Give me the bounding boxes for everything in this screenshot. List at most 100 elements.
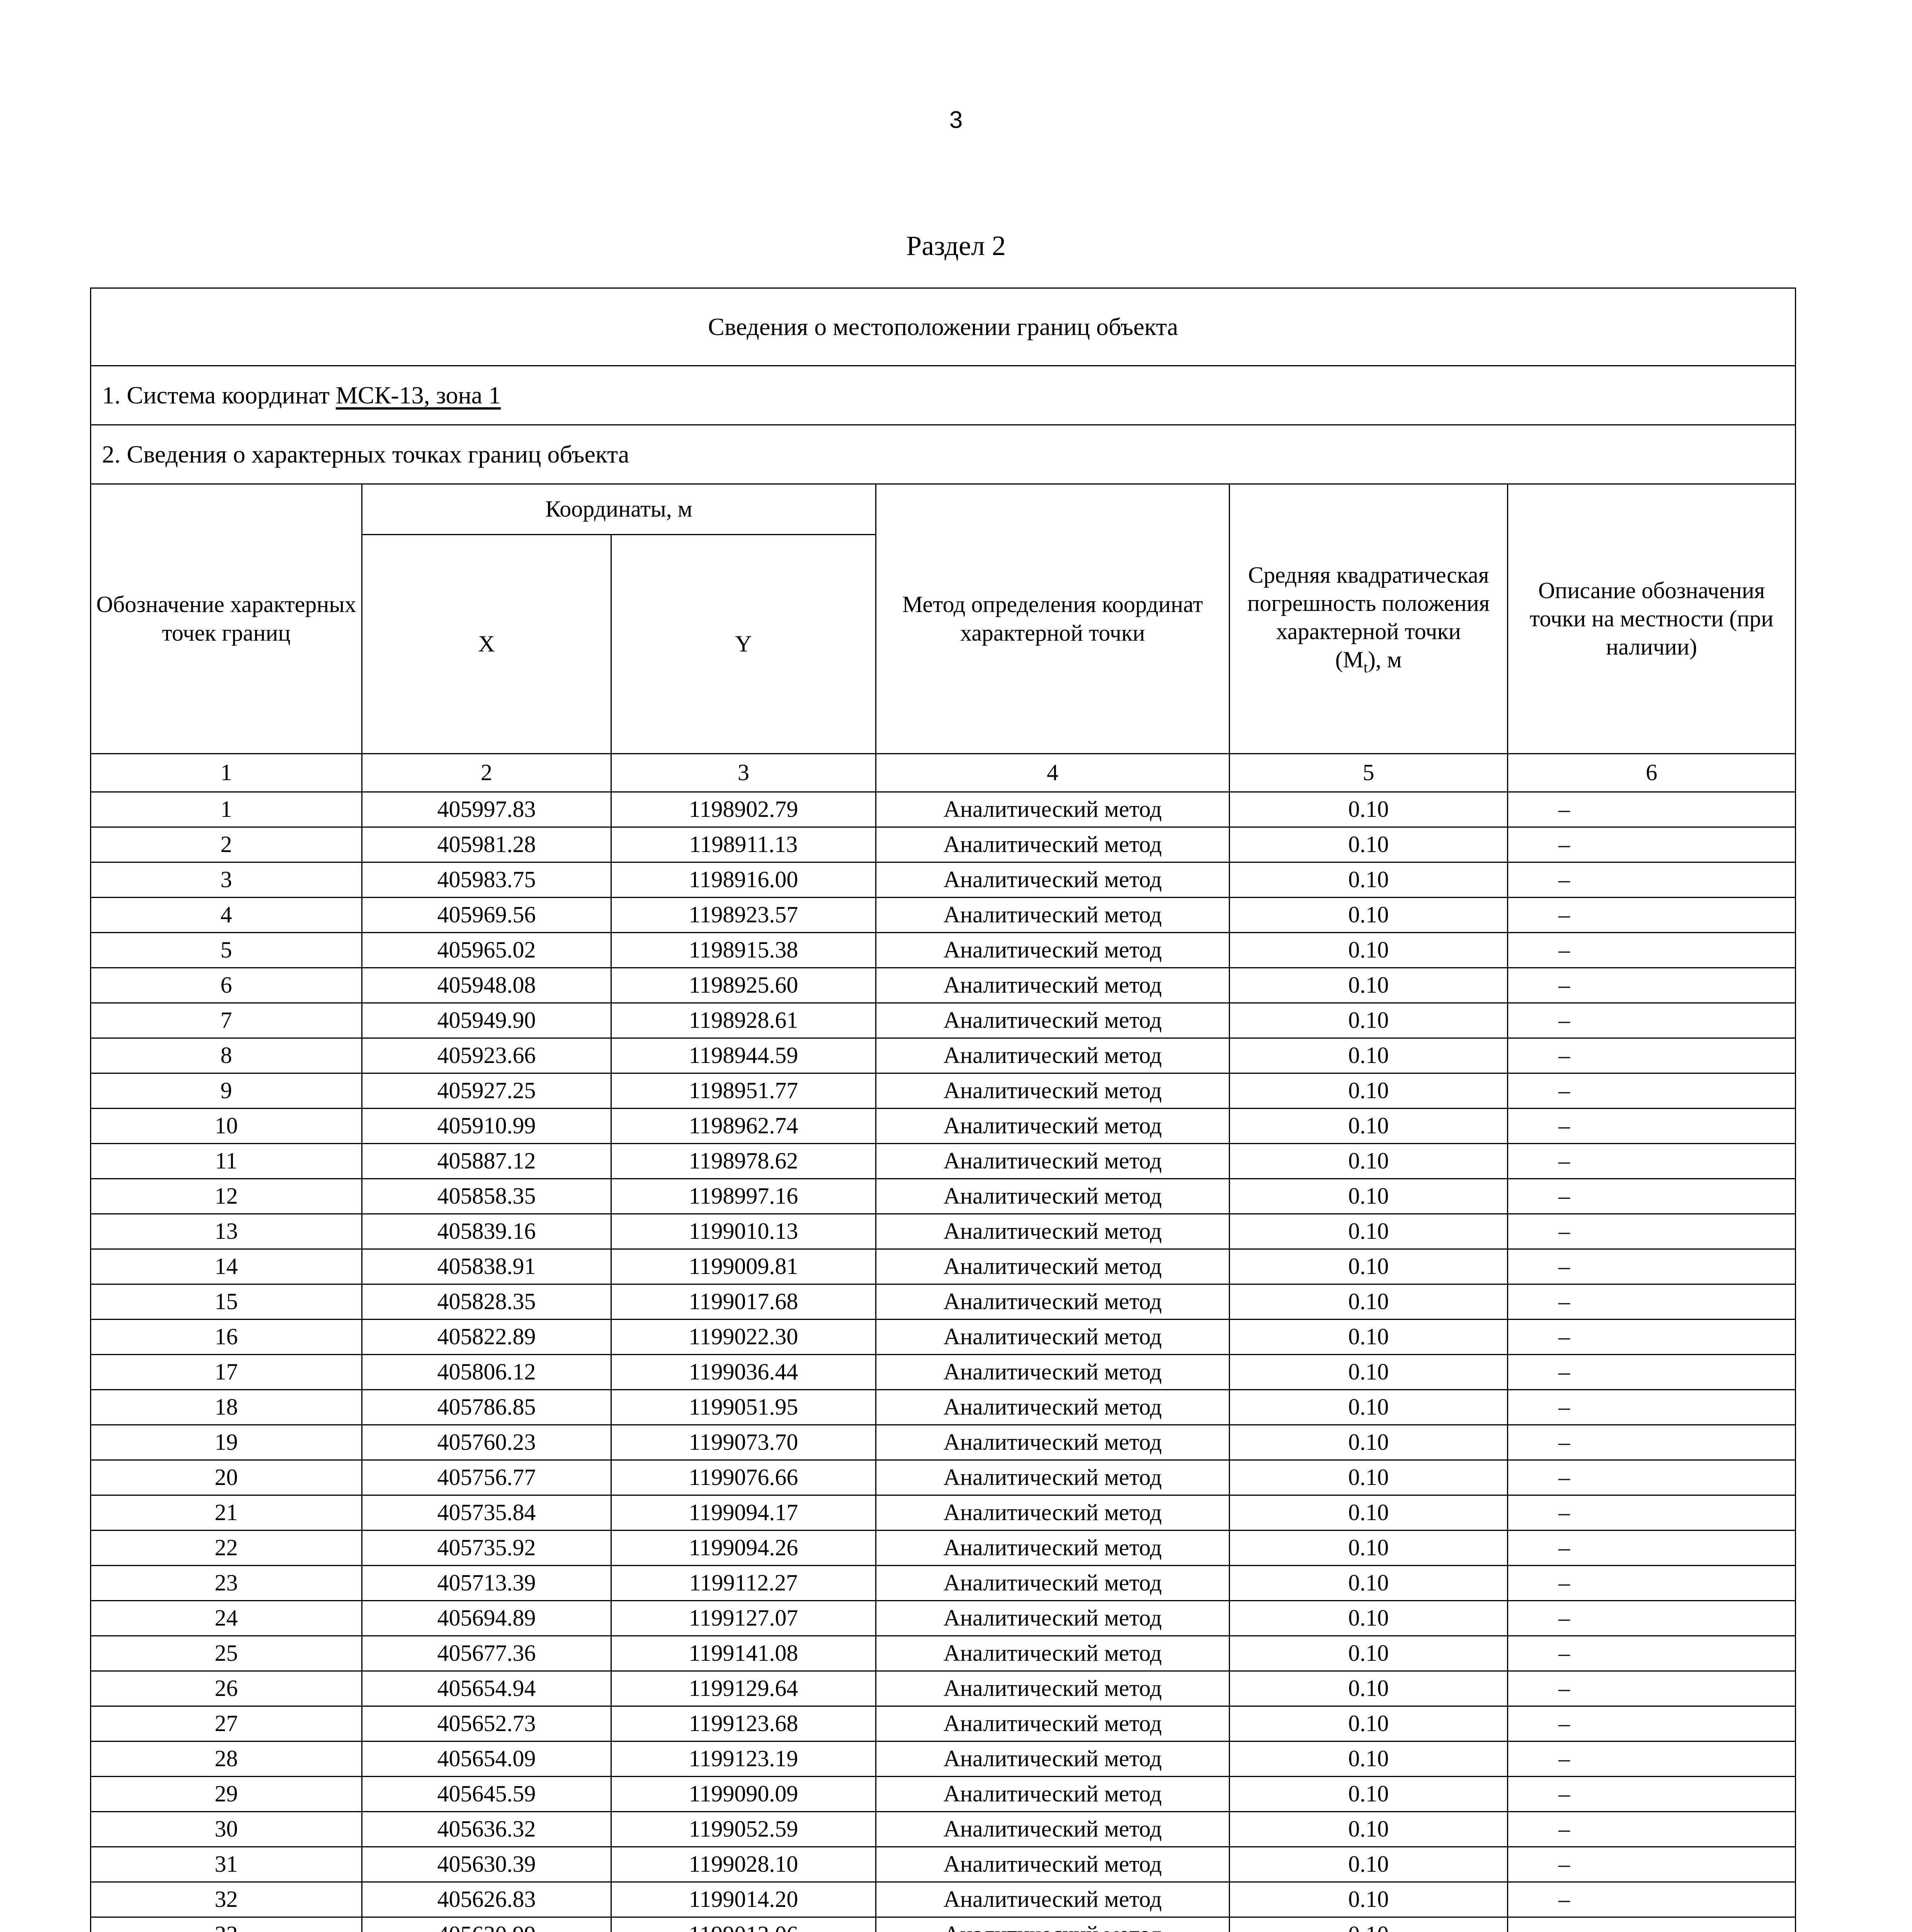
y-coordinate-cell: 1198923.57 (611, 897, 876, 933)
point-number-cell: 13 (90, 1213, 362, 1250)
y-coordinate-cell: 1199073.70 (611, 1424, 876, 1461)
table-row: 19 405760.23 1199073.70 Аналитический метод… (90, 1424, 1796, 1461)
method-cell: Аналитический метод (875, 827, 1230, 863)
y-coordinate-cell: 1199090.09 (611, 1776, 876, 1812)
coordinate-system-label: 1. Система координат (102, 381, 336, 409)
y-coordinate-cell: 1199127.07 (611, 1600, 876, 1636)
table-row: 12 405858.35 1198997.16 Аналитический метод… (90, 1178, 1796, 1214)
rms-error-cell: 0.10 (1229, 1811, 1508, 1847)
rms-error-cell: 0.10 (1229, 967, 1508, 1003)
description-cell: – (1507, 1881, 1796, 1918)
y-coordinate-cell: 1199123.68 (611, 1706, 876, 1742)
method-cell: Аналитический метод (875, 967, 1230, 1003)
description-cell: – (1507, 862, 1796, 898)
description-cell: – (1507, 1776, 1796, 1812)
x-coordinate-cell: 405910.99 (361, 1108, 612, 1144)
description-cell: – (1507, 827, 1796, 863)
description-cell: – (1507, 1635, 1796, 1672)
method-cell: Аналитический метод (875, 1530, 1230, 1566)
description-cell: – (1507, 1284, 1796, 1320)
rms-error-cell: 0.10 (1229, 1073, 1508, 1109)
rms-error-cell: 0.10 (1229, 1776, 1508, 1812)
rms-error-cell: 0.10 (1229, 1389, 1508, 1425)
section-heading: Раздел 2 (906, 230, 1006, 261)
y-coordinate-cell: 1198997.16 (611, 1178, 876, 1214)
table-row: 24 405694.89 1199127.07 Аналитический метод… (90, 1600, 1796, 1636)
description-cell: – (1507, 1530, 1796, 1566)
description-cell: – (1507, 1037, 1796, 1074)
column-number-1: 1 (90, 753, 362, 793)
table-row: 20 405756.77 1199076.66 Аналитический метод… (90, 1459, 1796, 1496)
x-coordinate-cell: 405756.77 (361, 1459, 612, 1496)
rms-error-cell: 0.10 (1229, 827, 1508, 863)
y-coordinate-cell: 1199094.17 (611, 1495, 876, 1531)
x-coordinate-cell: 405630.39 (361, 1846, 612, 1883)
point-number-cell: 24 (90, 1600, 362, 1636)
rms-error-cell: 0.10 (1229, 1706, 1508, 1742)
header-description: Описание обозначения точки на местности … (1507, 483, 1796, 754)
description-cell: – (1507, 967, 1796, 1003)
table-row: 32 405626.83 1199014.20 Аналитический метод… (90, 1881, 1796, 1918)
coordinate-system-row: 1. Система координат МСК-13, зона 1 (90, 365, 1796, 425)
y-coordinate-cell: 1199076.66 (611, 1459, 876, 1496)
y-coordinate-cell: 1199129.64 (611, 1670, 876, 1707)
description-cell: – (1507, 1917, 1796, 1932)
point-number-cell: 15 (90, 1284, 362, 1320)
method-cell: Аналитический метод (875, 1635, 1230, 1672)
y-coordinate-cell: 1198928.61 (611, 1002, 876, 1039)
method-cell: Аналитический метод (875, 1459, 1230, 1496)
method-cell: Аналитический метод (875, 1776, 1230, 1812)
x-coordinate-cell: 405997.83 (361, 791, 612, 828)
y-coordinate-cell: 1198944.59 (611, 1037, 876, 1074)
header-rms-error-symbol-sub: t (1363, 659, 1368, 676)
rms-error-cell: 0.10 (1229, 932, 1508, 968)
header-row-xy: X Y (91, 534, 1796, 754)
description-cell: – (1507, 1670, 1796, 1707)
method-cell: Аналитический метод (875, 897, 1230, 933)
point-number-cell: 32 (90, 1881, 362, 1918)
rms-error-cell: 0.10 (1229, 1284, 1508, 1320)
method-cell: Аналитический метод (875, 1706, 1230, 1742)
method-cell: Аналитический метод (875, 862, 1230, 898)
header-row-top: Обозначение характерных точек границ Коо… (90, 483, 1796, 754)
y-coordinate-cell: 1198916.00 (611, 862, 876, 898)
coordinate-system-value: МСК-13, зона 1 (335, 381, 501, 409)
x-coordinate-cell: 405806.12 (361, 1354, 612, 1390)
point-number-cell: 3 (90, 862, 362, 898)
table-row: 17 405806.12 1199036.44 Аналитический метод… (90, 1354, 1796, 1390)
rms-error-cell: 0.10 (1229, 1213, 1508, 1250)
point-number-cell: 26 (90, 1670, 362, 1707)
table-row: 31 405630.39 1199028.10 Аналитический метод… (90, 1846, 1796, 1883)
x-coordinate-cell: 405923.66 (361, 1037, 612, 1074)
method-cell: Аналитический метод (875, 1248, 1230, 1285)
y-coordinate-cell: 1199141.08 (611, 1635, 876, 1672)
rms-error-cell: 0.10 (1229, 1178, 1508, 1214)
y-coordinate-cell: 1199123.19 (611, 1741, 876, 1777)
point-number-cell: 21 (90, 1495, 362, 1531)
column-number-2: 2 (361, 753, 612, 793)
method-cell: Аналитический метод (875, 1846, 1230, 1883)
rms-error-cell: 0.10 (1229, 1530, 1508, 1566)
y-coordinate-cell: 1199009.81 (611, 1248, 876, 1285)
table-banner: Сведения о местоположении границ объекта (90, 287, 1796, 366)
table-row: 5 405965.02 1198915.38 Аналитический метод 0… (90, 932, 1796, 968)
points-info-note: 2. Сведения о характерных точках границ … (90, 424, 1796, 485)
table-row: 8 405923.66 1198944.59 Аналитический метод 0… (90, 1037, 1796, 1074)
header-coordinates-group: Координаты, м (361, 483, 876, 535)
method-cell: Аналитический метод (875, 1881, 1230, 1918)
method-cell: Аналитический метод (875, 1424, 1230, 1461)
method-cell: Аналитический метод (875, 932, 1230, 968)
description-cell: – (1507, 1565, 1796, 1601)
description-cell: – (1507, 932, 1796, 968)
column-number-row: 1 2 3 4 5 6 (90, 753, 1796, 793)
table-row: 15 405828.35 1199017.68 Аналитический метод… (90, 1284, 1796, 1320)
y-coordinate-cell: 1199022.30 (611, 1319, 876, 1355)
x-coordinate-cell: 405694.89 (361, 1600, 612, 1636)
point-number-cell: 7 (90, 1002, 362, 1039)
header-method: Метод определения координат характерной … (875, 483, 1230, 754)
header-y: Y (611, 534, 876, 754)
point-number-cell: 2 (90, 827, 362, 863)
column-number-4: 4 (875, 753, 1230, 793)
table-row: 22 405735.92 1199094.26 Аналитический метод… (90, 1530, 1796, 1566)
description-cell: – (1507, 1002, 1796, 1039)
